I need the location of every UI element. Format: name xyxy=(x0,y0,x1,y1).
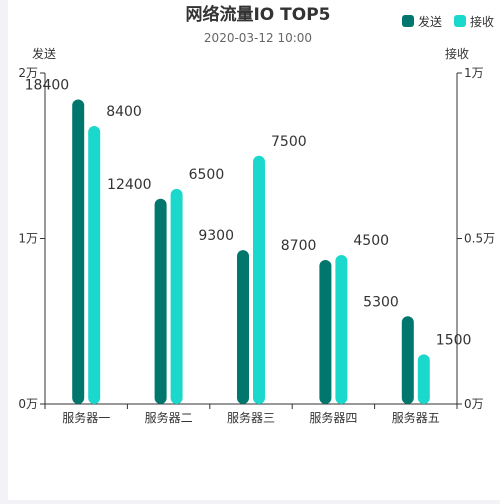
x-tick-label: 服务器四 xyxy=(309,410,357,425)
receive-bar xyxy=(417,354,430,404)
receive-bar xyxy=(88,125,101,405)
y-left-axis-label: 发送 xyxy=(32,46,56,61)
legend-label-1: 接收 xyxy=(470,14,494,29)
send-value-label: 18400 xyxy=(25,77,70,93)
receive-bar xyxy=(253,155,265,404)
send-value-label: 12400 xyxy=(107,177,152,193)
x-tick-label: 服务器三 xyxy=(227,410,275,425)
chart-title: 网络流量IO TOP5 xyxy=(185,4,330,25)
receive-bar xyxy=(335,255,348,404)
receive-value-label: 1500 xyxy=(436,332,472,348)
send-bar xyxy=(401,316,414,404)
chart-panel: 网络流量IO TOP5 2020-03-12 10:00 发送 接收 发送 接收 … xyxy=(8,0,500,500)
x-tick-label: 服务器五 xyxy=(392,410,440,425)
bars xyxy=(72,99,430,405)
legend-label-0: 发送 xyxy=(418,14,442,29)
y-right-tick-label: 0万 xyxy=(464,397,484,411)
send-value-label: 9300 xyxy=(198,228,234,244)
y-left-tick-label: 0万 xyxy=(18,397,38,411)
send-bar xyxy=(154,198,167,404)
chart-subtitle: 2020-03-12 10:00 xyxy=(204,31,312,45)
send-bar xyxy=(237,250,249,404)
x-tick-label: 服务器二 xyxy=(145,410,193,425)
x-tick-label: 服务器一 xyxy=(62,410,110,425)
y-right-tick-label: 1万 xyxy=(464,66,484,80)
data-labels: 18400 12400 9300 8700 5300 8400 6500 7500 4500 15… xyxy=(25,77,472,348)
receive-value-label: 8400 xyxy=(106,104,142,120)
chart-svg: 网络流量IO TOP5 2020-03-12 10:00 发送 接收 发送 接收 … xyxy=(18,4,495,425)
y-left-tick-label: 1万 xyxy=(18,232,38,246)
receive-value-label: 6500 xyxy=(189,167,225,183)
receive-bar xyxy=(170,188,183,404)
receive-value-label: 4500 xyxy=(353,233,389,249)
legend-swatch-0 xyxy=(402,15,414,27)
y-right-tick-label: 0.5万 xyxy=(464,232,495,246)
send-value-label: 8700 xyxy=(281,238,317,254)
legend-swatch-1 xyxy=(454,15,466,27)
send-bar xyxy=(319,260,332,404)
y-right-axis-label: 接收 xyxy=(445,46,469,61)
y-left-tick-label: 2万 xyxy=(18,66,38,80)
receive-value-label: 7500 xyxy=(271,134,307,150)
send-bar xyxy=(72,99,85,404)
send-value-label: 5300 xyxy=(363,294,399,310)
legend: 发送 接收 xyxy=(402,14,494,29)
